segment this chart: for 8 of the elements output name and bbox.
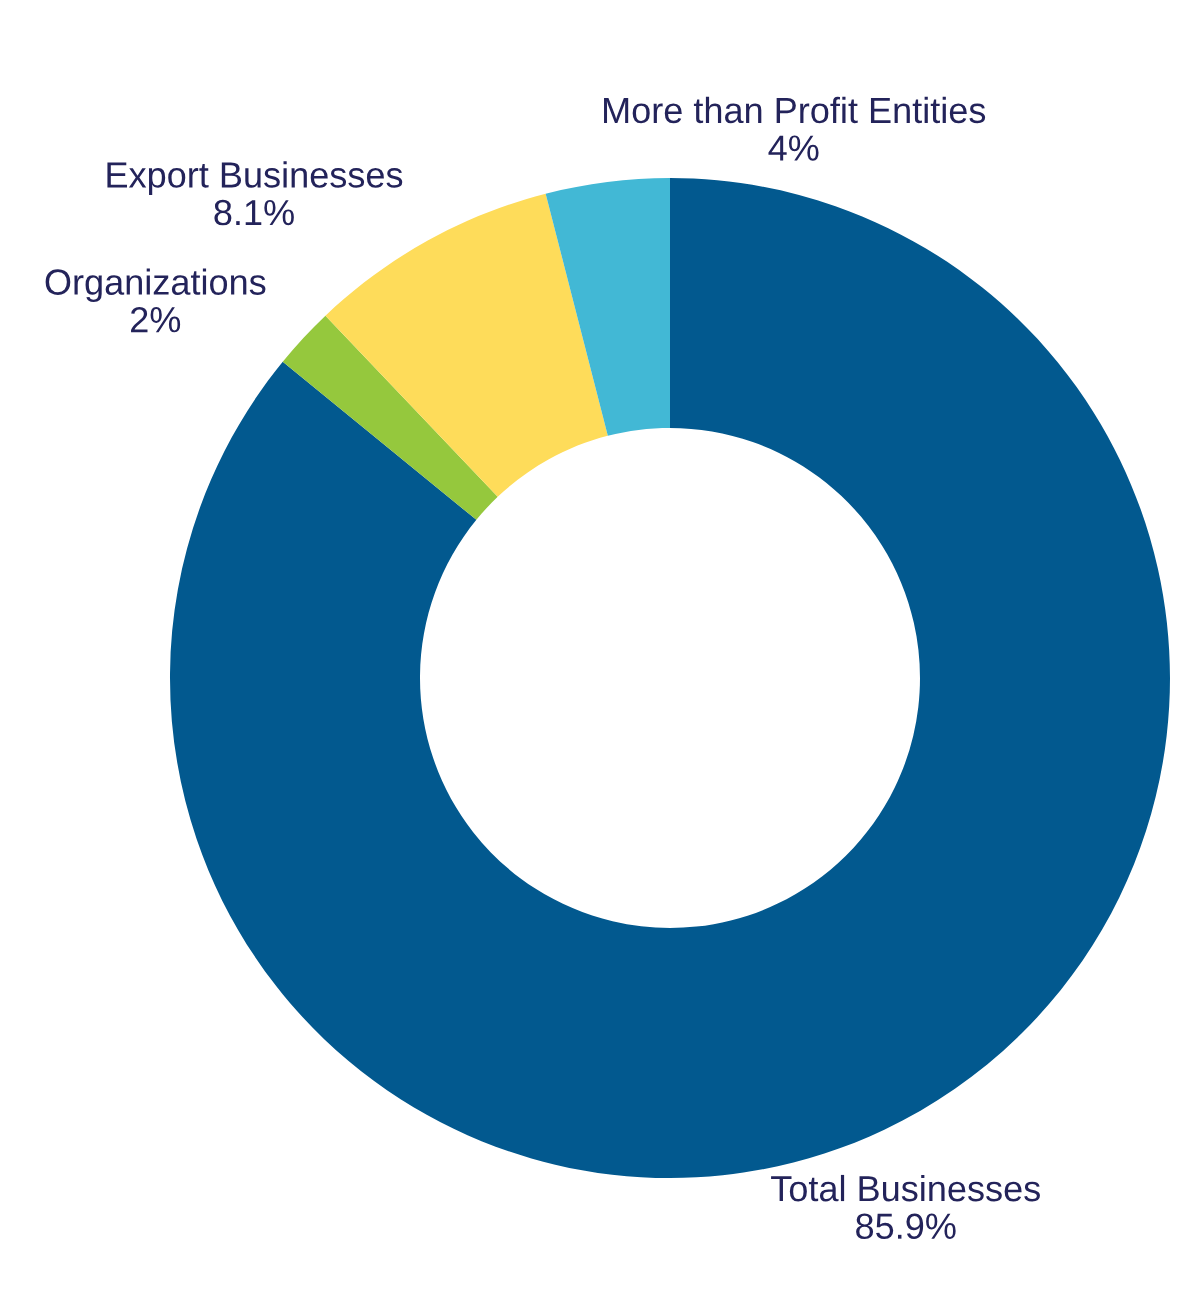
data-label: 8.1%	[214, 199, 294, 226]
slice-label: Organizations	[45, 268, 266, 303]
slice-label: Export Businesses	[107, 161, 403, 195]
data-label: 4%	[768, 135, 819, 161]
slice-label: More than Profit Entities	[604, 96, 986, 124]
slice-label: Total Businesses	[771, 1174, 1040, 1202]
data-label: 85.9%	[856, 1213, 956, 1240]
data-label: 2%	[131, 306, 181, 333]
